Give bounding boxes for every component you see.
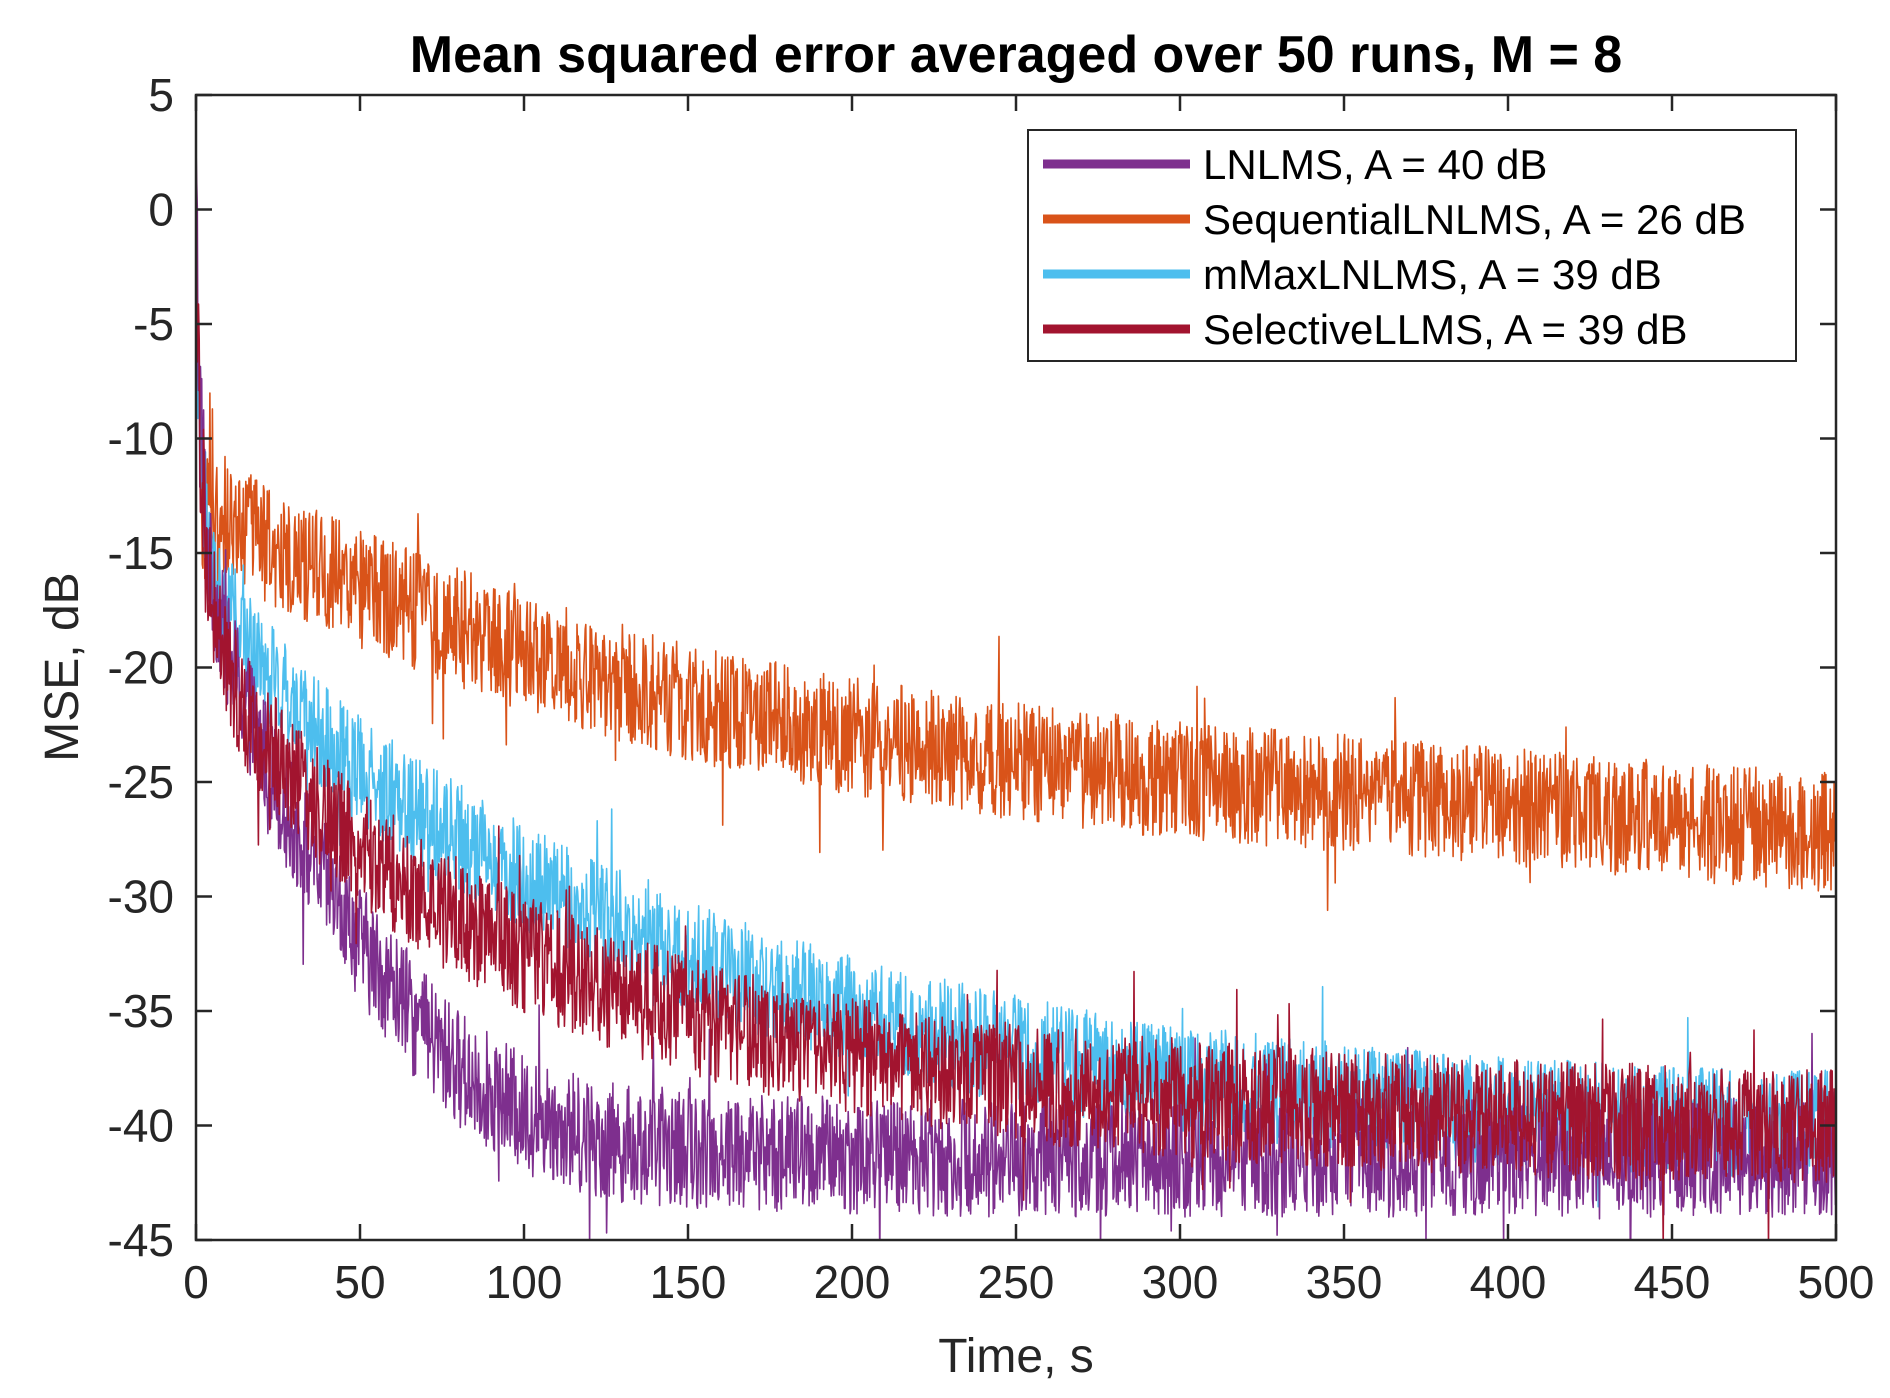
chart-title: Mean squared error averaged over 50 runs… <box>410 26 1622 84</box>
legend-label-selectivellms: SelectiveLLMS, A = 39 dB <box>1203 306 1687 353</box>
y-tick-label: 0 <box>148 184 174 236</box>
y-axis-label: MSE, dB <box>36 572 89 761</box>
y-tick-label: -20 <box>108 642 174 694</box>
x-tick-label: 450 <box>1634 1256 1711 1308</box>
series-line-selectivellms <box>196 106 1836 1240</box>
x-tick-label: 250 <box>978 1256 1055 1308</box>
tick-layer: 0 50 100 150 200 250 300 350 400 450 50050-5-10-15… <box>108 69 1875 1308</box>
y-tick-label: -30 <box>108 871 174 923</box>
y-tick-label: -5 <box>133 298 174 350</box>
series-line-sequentiallnlms <box>196 263 1836 912</box>
x-tick-label: 0 <box>183 1256 209 1308</box>
x-tick-label: 100 <box>486 1256 563 1308</box>
x-tick-label: 350 <box>1306 1256 1383 1308</box>
y-tick-label: -10 <box>108 413 174 465</box>
y-tick-label: -40 <box>108 1100 174 1152</box>
y-tick-label: 5 <box>148 69 174 121</box>
x-tick-label: 400 <box>1470 1256 1547 1308</box>
legend: LNLMS, A = 40 dB SequentialLNLMS, A = 26… <box>1027 129 1797 362</box>
legend-label-sequentiallnlms: SequentialLNLMS, A = 26 dB <box>1203 196 1746 243</box>
x-tick-label: 500 <box>1798 1256 1875 1308</box>
x-axis-label: Time, s <box>938 1330 1094 1383</box>
x-tick-label: 200 <box>814 1256 891 1308</box>
y-tick-label: -15 <box>108 527 174 579</box>
y-tick-label: -35 <box>108 985 174 1037</box>
x-tick-label: 150 <box>650 1256 727 1308</box>
series-line-lnlms <box>196 145 1836 1240</box>
y-tick-label: -25 <box>108 756 174 808</box>
legend-label-mmaxlnlms: mMaxLNLMS, A = 39 dB <box>1203 251 1662 298</box>
x-tick-label: 300 <box>1142 1256 1219 1308</box>
legend-label-lnlms: LNLMS, A = 40 dB <box>1203 141 1547 188</box>
series-layer <box>196 106 1836 1240</box>
x-tick-label: 50 <box>334 1256 385 1308</box>
y-tick-label: -45 <box>108 1214 174 1266</box>
